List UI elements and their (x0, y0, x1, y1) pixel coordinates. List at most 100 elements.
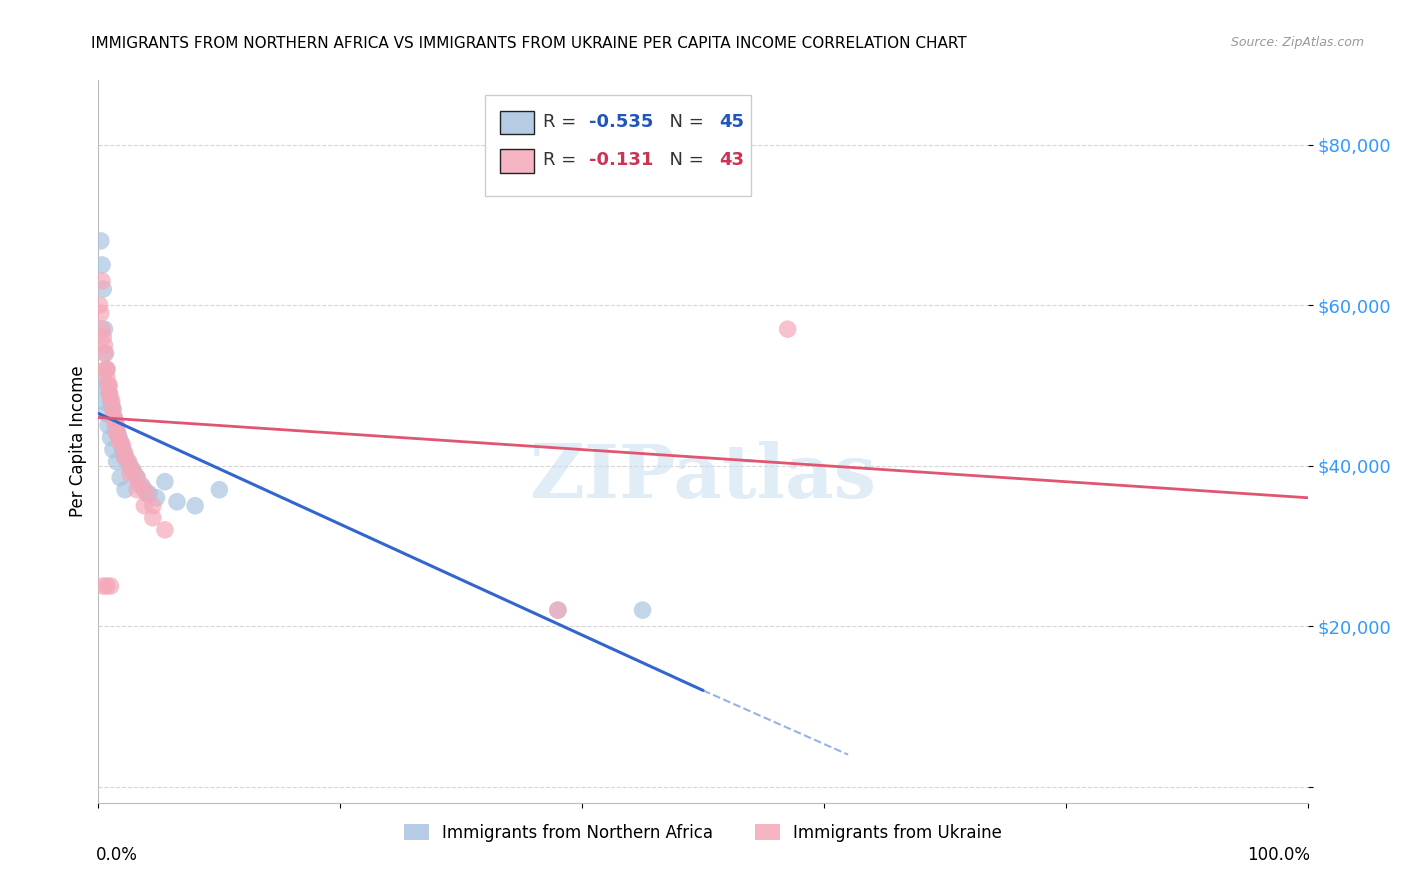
Legend: Immigrants from Northern Africa, Immigrants from Ukraine: Immigrants from Northern Africa, Immigra… (398, 817, 1008, 848)
Point (112, 446, 135, 460)
Point (97, 378, 120, 392)
Point (94, 362, 117, 376)
Point (96, 370, 118, 384)
Point (98, 386, 121, 401)
Text: ZIPatlas: ZIPatlas (530, 442, 876, 514)
Text: -0.131: -0.131 (589, 151, 654, 169)
Point (547, 603, 569, 617)
Point (94, 346, 117, 360)
Point (97, 378, 120, 392)
Point (108, 470, 131, 484)
FancyBboxPatch shape (501, 149, 534, 173)
Point (110, 438, 132, 452)
Point (91, 322, 114, 336)
Point (124, 467, 146, 481)
Point (98, 386, 121, 401)
Point (114, 450, 136, 465)
Point (93, 322, 115, 336)
Point (127, 470, 149, 484)
Point (93, 346, 115, 360)
Point (101, 402, 124, 417)
Point (166, 494, 188, 508)
Point (127, 483, 149, 497)
Point (105, 418, 128, 433)
Point (104, 418, 127, 433)
Point (103, 410, 125, 425)
Point (105, 426, 128, 441)
Point (100, 579, 122, 593)
FancyBboxPatch shape (501, 111, 534, 135)
Point (118, 458, 141, 473)
Point (111, 442, 134, 457)
Point (134, 483, 156, 497)
Point (142, 499, 165, 513)
Point (145, 491, 167, 505)
FancyBboxPatch shape (485, 95, 751, 196)
Point (631, 603, 654, 617)
Point (96, 362, 118, 376)
Point (138, 486, 160, 500)
Point (90, 234, 112, 248)
Point (118, 467, 141, 481)
Point (153, 523, 176, 537)
Point (129, 478, 152, 492)
Point (100, 430, 122, 444)
Point (89, 298, 111, 312)
Point (94, 406, 117, 420)
Text: Source: ZipAtlas.com: Source: ZipAtlas.com (1230, 36, 1364, 49)
Point (118, 454, 141, 469)
Point (97, 418, 120, 433)
Point (107, 426, 129, 441)
Point (114, 483, 136, 497)
Point (108, 434, 131, 449)
Point (91, 394, 114, 409)
Point (98, 378, 121, 392)
Text: R =: R = (543, 151, 582, 169)
Point (100, 394, 122, 409)
Point (134, 499, 156, 513)
Point (127, 470, 149, 484)
Point (153, 475, 176, 489)
Text: 45: 45 (718, 113, 744, 131)
Text: -0.535: -0.535 (589, 113, 654, 131)
Point (93, 338, 115, 352)
Point (547, 603, 569, 617)
Point (111, 438, 134, 452)
Point (142, 510, 165, 524)
Point (100, 398, 122, 412)
Point (108, 434, 131, 449)
Point (117, 454, 139, 469)
Point (101, 442, 124, 457)
Point (90, 306, 112, 320)
Point (121, 462, 143, 476)
Point (90, 378, 112, 392)
Point (108, 430, 131, 444)
Point (135, 486, 157, 500)
Text: 0.0%: 0.0% (96, 847, 138, 864)
Point (776, 322, 799, 336)
Point (131, 478, 153, 492)
Point (101, 410, 124, 425)
Point (107, 426, 129, 441)
Text: N =: N = (658, 151, 710, 169)
Point (91, 258, 114, 272)
Text: 43: 43 (718, 151, 744, 169)
Point (103, 410, 125, 425)
Point (105, 454, 128, 469)
Point (91, 274, 114, 288)
Point (121, 462, 143, 476)
Point (104, 414, 127, 428)
Point (108, 434, 131, 449)
Point (114, 450, 136, 465)
Text: IMMIGRANTS FROM NORTHERN AFRICA VS IMMIGRANTS FROM UKRAINE PER CAPITA INCOME COR: IMMIGRANTS FROM NORTHERN AFRICA VS IMMIG… (91, 36, 967, 51)
Point (114, 446, 136, 460)
Text: 100.0%: 100.0% (1247, 847, 1310, 864)
Point (96, 362, 118, 376)
Point (91, 330, 114, 344)
Point (105, 422, 128, 436)
Point (96, 579, 118, 593)
Text: R =: R = (543, 113, 582, 131)
Point (91, 282, 114, 296)
Point (101, 402, 124, 417)
Point (91, 579, 114, 593)
